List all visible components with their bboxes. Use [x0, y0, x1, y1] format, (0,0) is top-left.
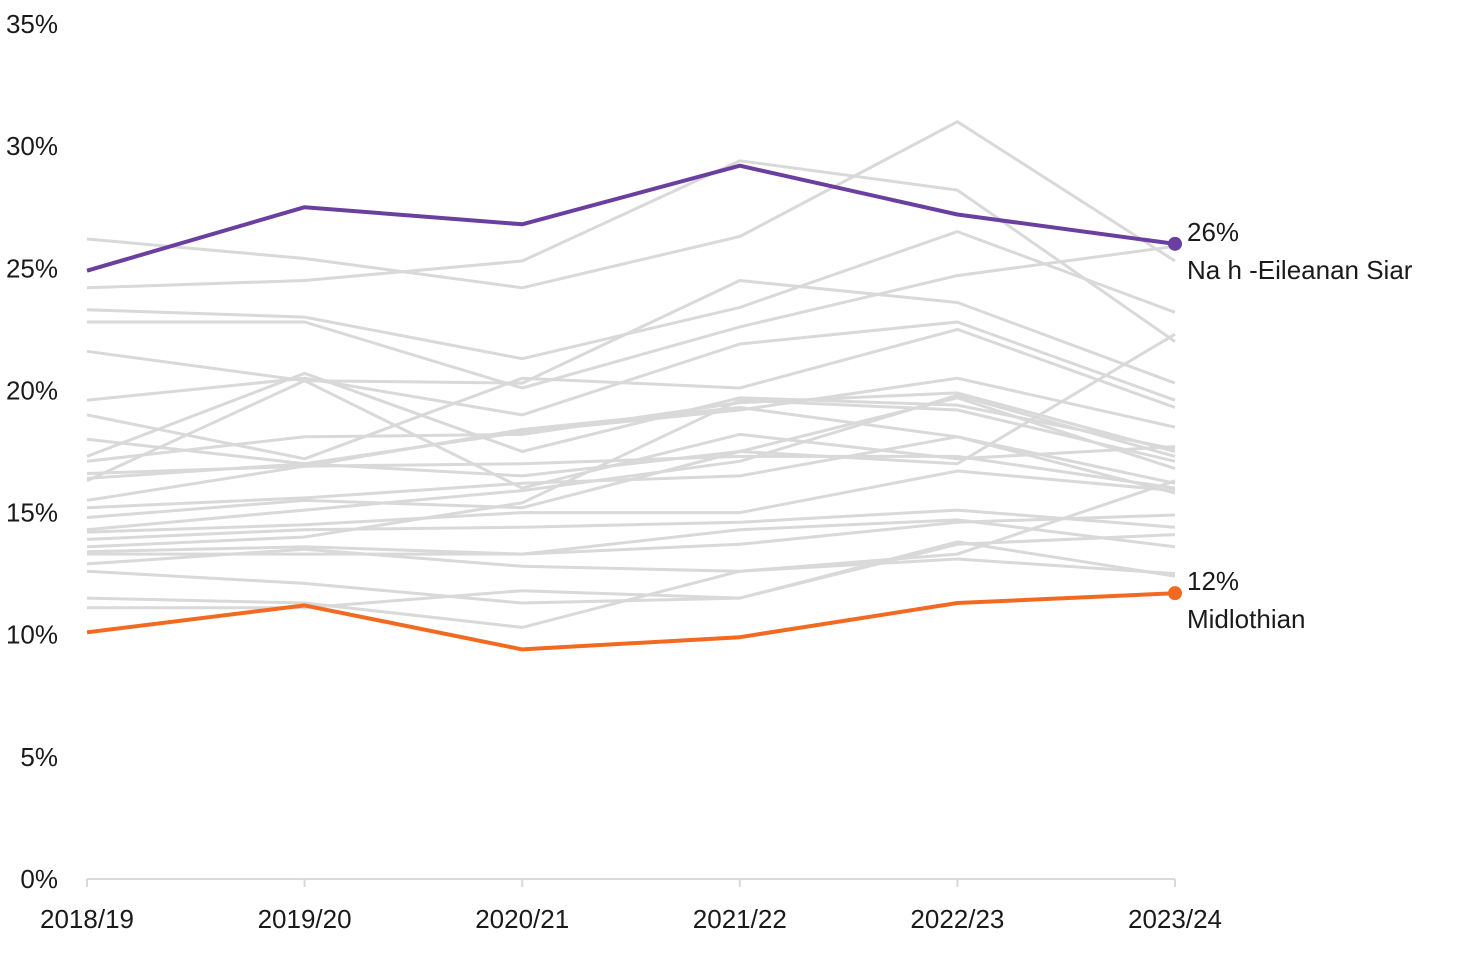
series-end-value-na-h-eileanan-siar: 26% — [1187, 217, 1239, 247]
background-series-line — [87, 540, 1176, 610]
background-series-line — [86, 513, 1176, 556]
series-end-marker-midlothian — [1168, 586, 1182, 601]
x-tick-label: 2022/23 — [910, 904, 1004, 934]
background-series-line — [86, 320, 1176, 417]
background-series-line — [86, 371, 1176, 458]
background-series-line — [86, 376, 1176, 466]
background-series-line — [86, 230, 1176, 361]
y-tick-label: 5% — [20, 742, 58, 772]
background-series-group — [86, 120, 1176, 629]
x-tick-label: 2023/24 — [1128, 904, 1222, 934]
background-series-line — [86, 396, 1176, 480]
x-tick-label: 2021/22 — [693, 904, 787, 934]
x-tick-label: 2018/19 — [40, 904, 134, 934]
y-tick-label: 30% — [6, 131, 58, 161]
background-series-line — [86, 454, 1176, 502]
background-series-line — [86, 406, 1176, 485]
x-tick-label: 2019/20 — [258, 904, 352, 934]
background-series-line — [86, 327, 1176, 461]
highlight-series-group — [86, 163, 1182, 652]
series-end-marker-na-h-eileanan-siar — [1168, 236, 1182, 251]
background-series-line — [87, 518, 1176, 556]
background-series-line — [86, 120, 1176, 290]
y-tick-label: 35% — [6, 9, 58, 39]
background-series-line — [86, 159, 1176, 343]
y-tick-label: 0% — [20, 864, 58, 894]
y-tick-label: 20% — [6, 375, 58, 405]
y-axis: 0% 5% 10% 15% 20% 25% 30% 35% — [6, 9, 58, 894]
series-line-na-h-eileanan-siar — [86, 163, 1176, 273]
background-series-line — [86, 393, 1176, 532]
background-series-line — [86, 508, 1176, 541]
background-series-line — [86, 557, 1176, 629]
background-series-line — [86, 279, 1176, 385]
series-end-value-midlothian: 12% — [1187, 566, 1239, 596]
series-name-midlothian: Midlothian — [1187, 604, 1306, 634]
series-name-na-h-eileanan-siar: Na h -Eileanan Siar — [1187, 255, 1413, 285]
background-series-line — [86, 332, 1176, 519]
y-tick-label: 15% — [6, 498, 58, 528]
background-series-line — [86, 379, 1176, 490]
end-labels-group: 26% Na h -Eileanan Siar 12% Midlothian — [1187, 217, 1413, 634]
x-tick-label: 2020/21 — [475, 904, 569, 934]
y-tick-label: 25% — [6, 253, 58, 283]
x-axis: 2018/19 2019/20 2020/21 2021/22 2022/23 2023/… — [40, 878, 1222, 934]
series-line-midlothian — [86, 591, 1176, 652]
background-series-line — [86, 398, 1176, 549]
background-series-line — [86, 469, 1176, 534]
y-tick-label: 10% — [6, 620, 58, 650]
background-series-line — [87, 244, 1176, 390]
